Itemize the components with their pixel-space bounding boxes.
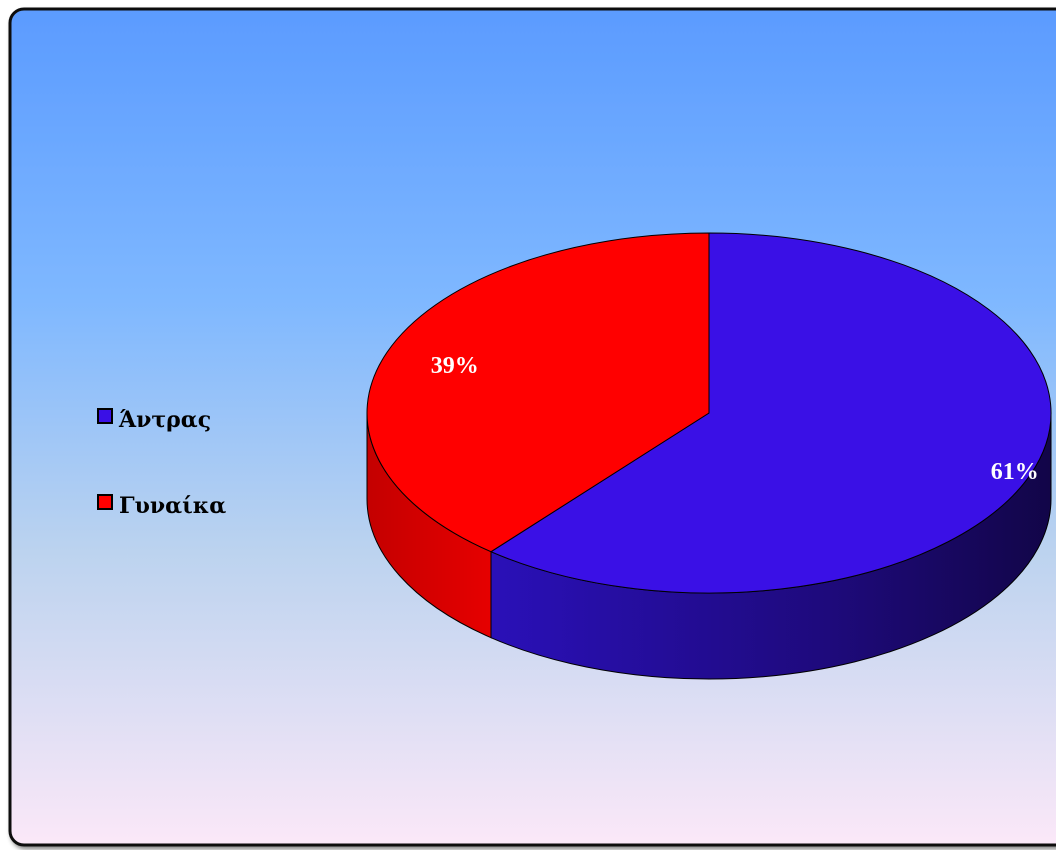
legend-entry-0: Άντρας (118, 407, 211, 433)
legend-swatch-1 (97, 494, 113, 510)
legend-entry-1: Γυναίκα (119, 493, 226, 519)
pie-slice-1 (366, 232, 710, 553)
legend: Άντρας Γυναίκα (97, 407, 226, 519)
data-labels: 61% 39% (431, 353, 1039, 485)
legend-swatch-0 (97, 408, 113, 424)
data-label-0: 61% (991, 459, 1039, 485)
pie-slice-0 (489, 232, 1052, 594)
pie-slices (366, 232, 1052, 680)
data-label-1: 39% (431, 353, 479, 379)
